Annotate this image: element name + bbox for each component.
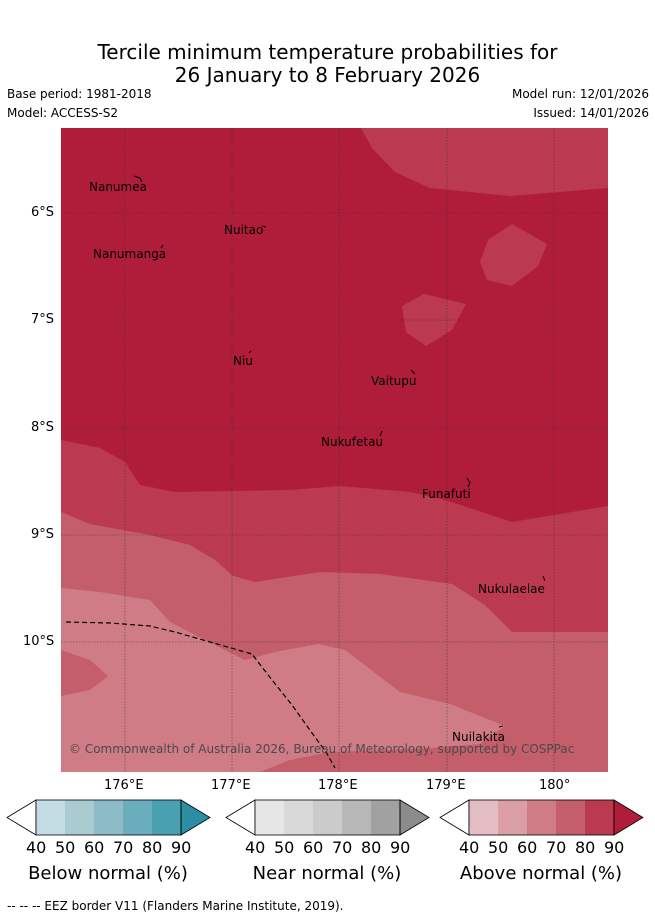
above-tick-label: 40 xyxy=(459,838,480,857)
eez-footer-note: -- -- -- EEZ border V11 (Flanders Marine… xyxy=(7,899,344,913)
island-nukulaelae-shape xyxy=(542,575,546,582)
island-nuilakita-shape xyxy=(498,725,504,728)
island-niu-shape xyxy=(248,350,252,354)
above-bin-3 xyxy=(527,800,556,835)
model-run-text: Model run: 12/01/2026 xyxy=(511,87,649,101)
place-nanumea: Nanumea xyxy=(89,180,147,194)
colorbar-below xyxy=(6,799,211,836)
base-period-text: Base period: 1981-2018 xyxy=(7,87,152,101)
below-tick-label: 40 xyxy=(26,838,47,857)
colorbar-near xyxy=(225,799,430,836)
below-bin-1 xyxy=(36,800,65,835)
probability-shading xyxy=(61,128,608,772)
below-tick-label: 80 xyxy=(142,838,163,857)
map-title-line1: Tercile minimum temperature probabilitie… xyxy=(97,40,558,64)
near-tick-label: 50 xyxy=(274,838,295,857)
near-bin-5 xyxy=(371,800,400,835)
colorbar-above xyxy=(439,799,644,836)
eez-border xyxy=(65,621,336,769)
shade-above-60 xyxy=(61,588,505,772)
place-nuilakita: Nuilakita xyxy=(452,730,505,744)
place-funafuti: Funafuti xyxy=(422,487,471,501)
below-bin-3 xyxy=(94,800,123,835)
below-frame xyxy=(35,799,182,836)
island-funafuti-shape xyxy=(466,477,471,488)
shade-above-80-east xyxy=(480,224,547,286)
place-nanumanga: Nanumanga xyxy=(93,247,167,261)
lon-label-180: 180° xyxy=(539,778,571,793)
below-tick-label: 60 xyxy=(84,838,105,857)
near-tick-label: 90 xyxy=(390,838,411,857)
copyright-credit: © Commonwealth of Australia 2026, Bureau… xyxy=(69,742,575,756)
below-normal-title: Below normal (%) xyxy=(28,863,188,884)
above-tick-label: 60 xyxy=(517,838,538,857)
near-bin-2 xyxy=(284,800,313,835)
lon-label-177e: 177°E xyxy=(211,778,251,793)
above-frame xyxy=(468,799,615,836)
near-min-extend xyxy=(225,799,256,836)
above-bin-5 xyxy=(585,800,614,835)
near-tick-label: 80 xyxy=(361,838,382,857)
lat-label-10s: 10°S xyxy=(23,634,55,649)
near-bin-1 xyxy=(255,800,284,835)
above-normal-title: Above normal (%) xyxy=(459,863,623,884)
below-bin-4 xyxy=(123,800,152,835)
below-tick-label: 50 xyxy=(55,838,76,857)
near-tick-label: 60 xyxy=(303,838,324,857)
islands xyxy=(133,175,546,728)
place-nukufetau: Nukufetau xyxy=(321,435,384,449)
place-niu: Niu xyxy=(233,354,253,368)
above-bin-2 xyxy=(498,800,527,835)
above-bin-4 xyxy=(556,800,585,835)
above-tick-label: 90 xyxy=(604,838,625,857)
lat-label-7s: 7°S xyxy=(31,312,55,327)
model-text: Model: ACCESS-S2 xyxy=(7,106,119,120)
island-nanumanga-shape xyxy=(160,244,164,249)
lon-label-176e: 176°E xyxy=(104,778,144,793)
near-bin-3 xyxy=(313,800,342,835)
above-tick-label: 50 xyxy=(488,838,509,857)
near-normal-title: Near normal (%) xyxy=(252,863,402,884)
below-bin-2 xyxy=(65,800,94,835)
island-nukufetau-shape xyxy=(379,430,383,437)
near-bin-4 xyxy=(342,800,371,835)
above-tick-label: 70 xyxy=(546,838,567,857)
place-nukulaelae: Nukulaelae xyxy=(478,582,545,596)
place-nuitao: Nuitao xyxy=(224,223,264,237)
shade-above-80-ne xyxy=(361,128,608,196)
below-tick-label: 70 xyxy=(113,838,134,857)
lon-label-179e: 179°E xyxy=(426,778,466,793)
issued-text: Issued: 14/01/2026 xyxy=(533,106,649,120)
below-bin-5 xyxy=(152,800,181,835)
island-nuitao-shape xyxy=(261,225,267,228)
island-vaitupu-shape xyxy=(410,369,416,375)
near-frame xyxy=(254,799,401,836)
island-nanumea-shape xyxy=(133,175,143,183)
lat-label-9s: 9°S xyxy=(31,527,55,542)
below-min-extend xyxy=(6,799,37,836)
below-tick-label: 90 xyxy=(171,838,192,857)
near-tick-label: 70 xyxy=(332,838,353,857)
above-max-extend xyxy=(613,799,644,836)
shade-above-70-west xyxy=(61,650,108,696)
above-min-extend xyxy=(439,799,470,836)
near-max-extend xyxy=(399,799,430,836)
above-tick-label: 80 xyxy=(575,838,596,857)
map-title-line2: 26 January to 8 February 2026 xyxy=(174,63,481,87)
graticule xyxy=(61,128,608,772)
lon-label-178e: 178°E xyxy=(318,778,358,793)
place-vaitupu: Vaitupu xyxy=(371,374,417,388)
above-bin-1 xyxy=(469,800,498,835)
lat-label-6s: 6°S xyxy=(31,205,55,220)
lat-label-8s: 8°S xyxy=(31,420,55,435)
below-max-extend xyxy=(180,799,211,836)
near-tick-label: 40 xyxy=(245,838,266,857)
